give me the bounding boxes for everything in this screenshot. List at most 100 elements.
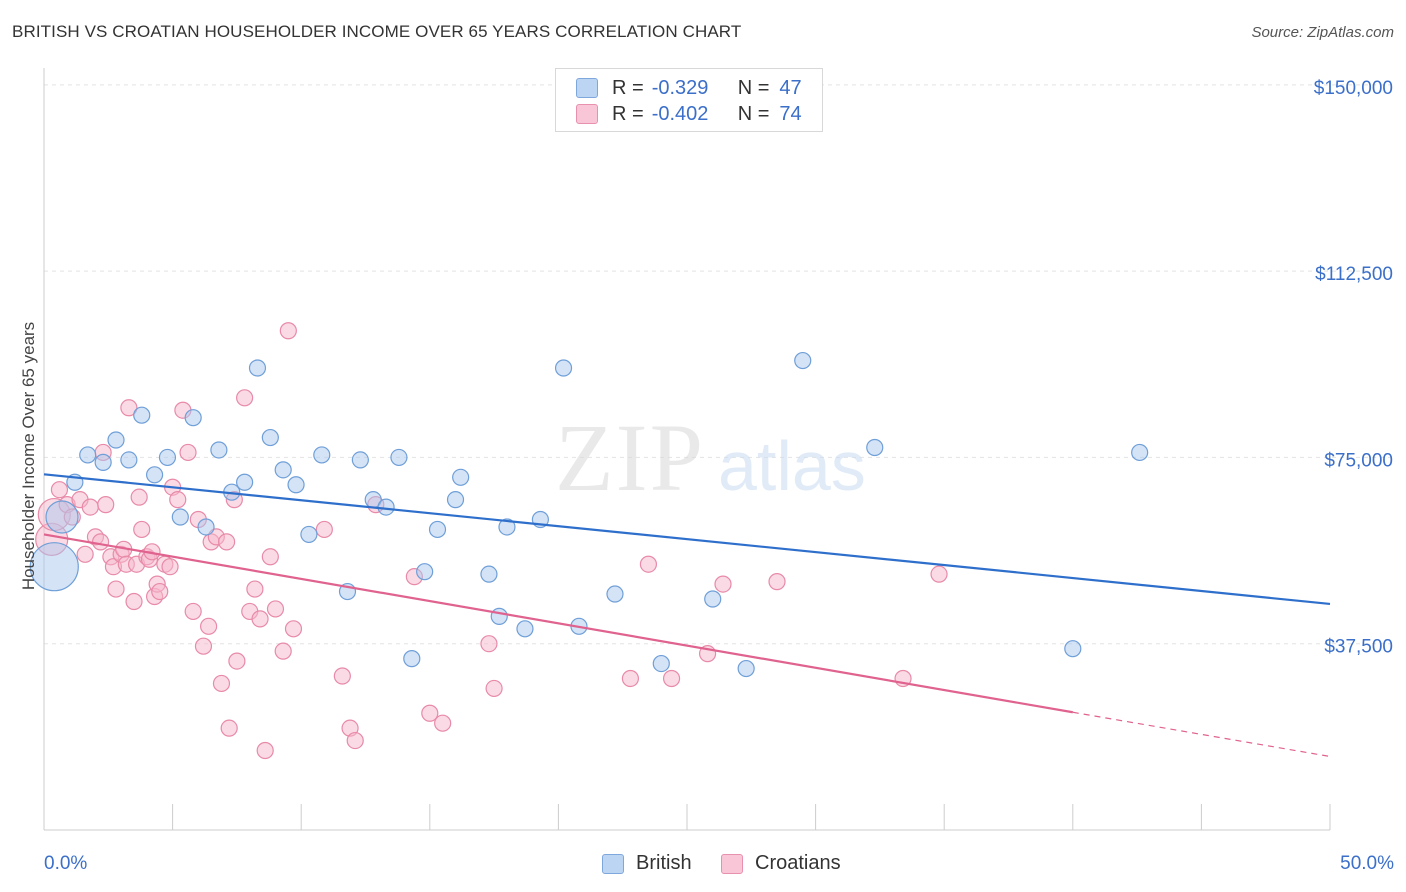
british-point (866, 438, 884, 457)
british-point (107, 431, 125, 449)
croatian-point (212, 674, 231, 693)
british-point (171, 508, 189, 526)
croatian-point (333, 667, 351, 685)
british-trend-line (43, 473, 1331, 606)
british-r-value: -0.329 (651, 76, 709, 99)
british-point (704, 590, 722, 608)
british-point (446, 491, 465, 509)
british-point (120, 451, 138, 469)
watermark: ZIP atlas (555, 404, 866, 511)
tick-labels: $37,500 $75,000 $112,500 $150,000 0.0% 50.0% (44, 78, 1394, 874)
bottom-croatian-label: Croatians (755, 852, 841, 874)
croatian-point (768, 573, 786, 591)
british-point (490, 607, 508, 625)
y-axis-label: Householder Income Over 65 years (19, 322, 38, 590)
british-point (794, 351, 812, 370)
croatian-point (266, 600, 285, 618)
axes (43, 68, 1331, 831)
croatian-point (76, 545, 94, 563)
bottom-british-label: British (636, 852, 692, 874)
croatian-point (256, 741, 274, 760)
croatian-point (161, 558, 179, 576)
british-r-label: R = (612, 76, 644, 99)
croatian-point (169, 491, 187, 509)
british-point (606, 585, 624, 603)
y-tick-label: $75,000 (1324, 450, 1393, 471)
bottom-british-swatch (602, 853, 624, 874)
british-point (287, 476, 305, 494)
british-point (274, 461, 292, 479)
british-point (1064, 640, 1082, 658)
croatian-point (130, 488, 148, 506)
y-tick-label: $112,500 (1315, 264, 1393, 285)
british-point (261, 428, 279, 447)
watermark-atlas: atlas (718, 427, 866, 505)
croatian-point (120, 399, 138, 417)
british-point (133, 406, 151, 424)
croatian-point (107, 580, 125, 598)
british-point (452, 468, 470, 486)
british-point (498, 518, 516, 536)
croatian-point (50, 481, 69, 499)
croatian-point (97, 496, 115, 514)
british-point (516, 620, 534, 638)
croatian-trend-line (43, 533, 1073, 714)
british-point (377, 498, 395, 516)
british-points (29, 351, 1149, 678)
croatian-point (246, 580, 264, 598)
british-point (236, 473, 254, 491)
british-point (29, 542, 79, 592)
croatian-point (621, 669, 640, 688)
croatian-point (151, 582, 169, 601)
croatian-point (421, 704, 439, 722)
bottom-croatian-swatch (721, 853, 743, 874)
croatian-point (315, 520, 333, 539)
british-point (158, 448, 177, 467)
british-point (184, 409, 202, 427)
croatian-swatch (576, 104, 598, 124)
british-point (248, 359, 267, 377)
british-point (480, 565, 498, 583)
british-point (403, 650, 421, 668)
british-point (79, 446, 97, 464)
croatian-point (261, 548, 279, 566)
croatian-point (714, 575, 732, 593)
british-point (428, 520, 447, 539)
croatian-point (179, 443, 197, 462)
british-point (313, 446, 331, 464)
british-point (145, 466, 164, 484)
british-point (300, 525, 318, 544)
croatian-point (485, 679, 503, 698)
british-point (351, 451, 369, 469)
croatian-n-label: N = (737, 102, 770, 125)
croatian-point (284, 620, 303, 638)
british-point (45, 500, 79, 534)
croatian-point (218, 533, 236, 551)
watermark-zip: ZIP (555, 404, 705, 511)
croatian-point (220, 719, 238, 737)
croatian-point (346, 731, 364, 750)
croatian-trend-line-extension (1072, 711, 1331, 758)
croatian-r-label: R = (612, 102, 644, 125)
croatian-point (81, 498, 99, 516)
gridlines (44, 84, 1395, 645)
croatian-n-value: 74 (779, 102, 802, 125)
british-point (390, 448, 408, 467)
croatian-point (279, 322, 297, 340)
y-tick-label: $150,000 (1314, 78, 1393, 99)
croatian-point (480, 635, 498, 653)
croatian-point (125, 592, 143, 611)
croatian-point (662, 669, 681, 688)
croatian-point (251, 610, 269, 628)
x-tick-label: 0.0% (44, 853, 87, 874)
british-point (94, 453, 112, 471)
bottom-legend-british: British (602, 852, 692, 875)
croatian-point (236, 389, 254, 407)
croatian-point (194, 637, 213, 655)
croatian-point (434, 714, 452, 732)
croatian-point (133, 520, 151, 539)
chart-title: BRITISH VS CROATIAN HOUSEHOLDER INCOME O… (12, 22, 742, 41)
y-tick-label: $37,500 (1324, 637, 1393, 658)
british-point (737, 659, 755, 678)
